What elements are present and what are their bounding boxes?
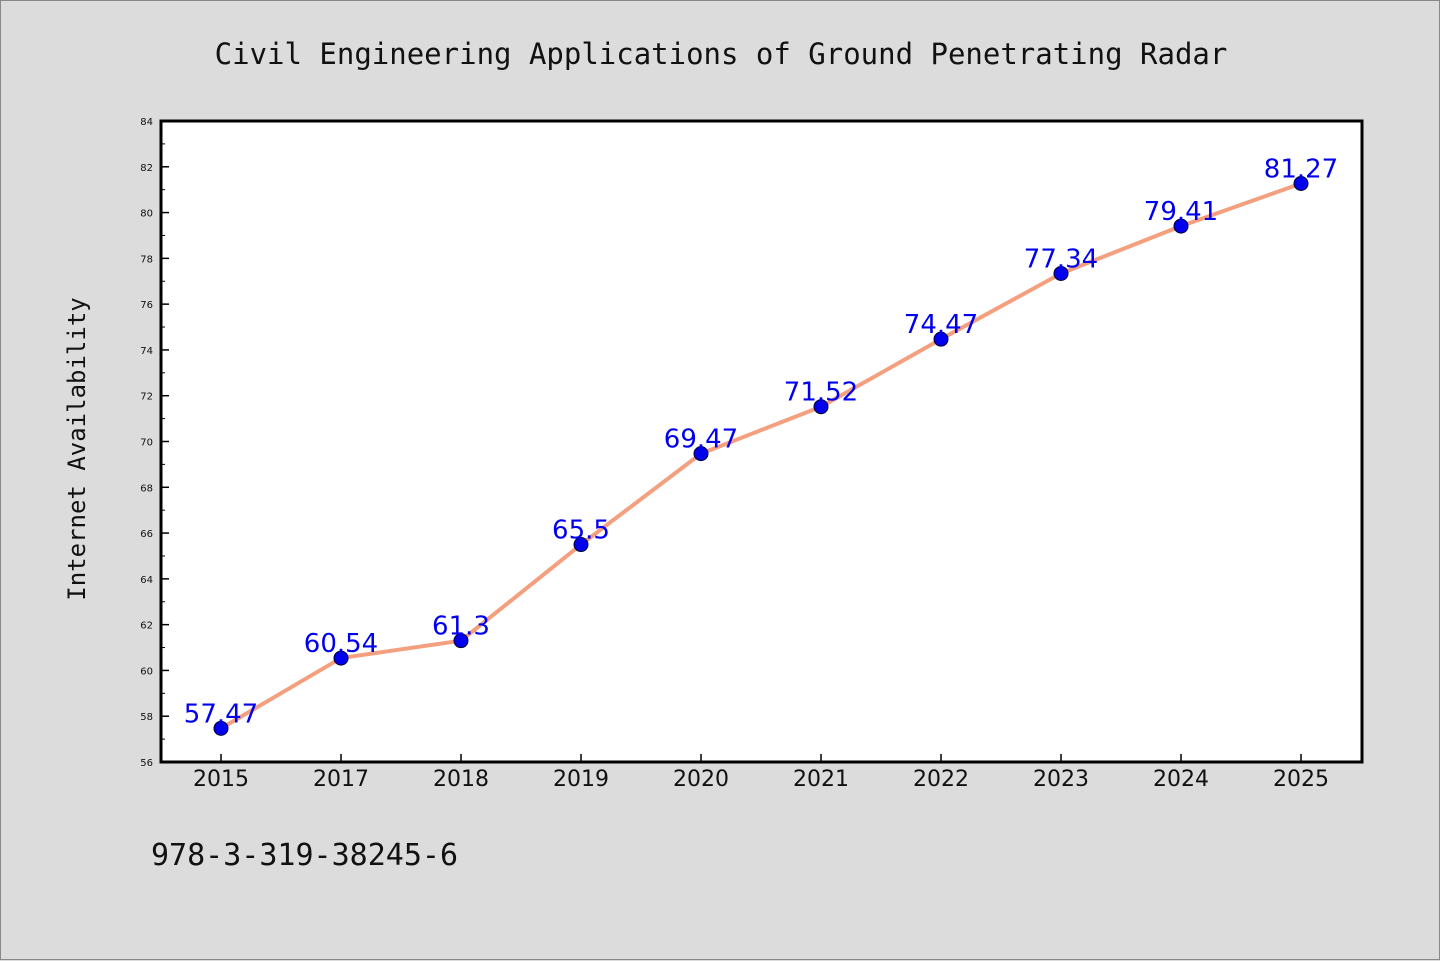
series — [213, 175, 1309, 736]
x-axis: 2015 2017 2018 2019 2020 2021 2022 2023 2024 2025 — [193, 754, 1329, 792]
y-tick-label: 80 — [140, 209, 153, 220]
x-tick-label: 2021 — [793, 767, 849, 792]
x-tick-label: 2024 — [1153, 767, 1209, 792]
data-label: 61.3 — [432, 612, 490, 642]
y-tick-label: 64 — [140, 575, 153, 586]
series-line — [219, 181, 1302, 731]
x-tick-label: 2017 — [313, 767, 369, 792]
data-label: 65.5 — [552, 516, 610, 546]
data-point — [1173, 218, 1189, 234]
y-tick-label: 66 — [140, 529, 153, 540]
data-point — [1293, 175, 1309, 191]
y-tick-label: 68 — [140, 483, 153, 494]
x-tick-label: 2019 — [553, 767, 609, 792]
y-tick-label: 76 — [140, 300, 153, 311]
x-tick-label: 2025 — [1273, 767, 1329, 792]
data-label: 60.54 — [304, 629, 378, 659]
x-tick-label: 2018 — [433, 767, 489, 792]
data-point — [933, 331, 949, 347]
data-point — [813, 399, 829, 415]
data-label: 77.34 — [1024, 244, 1098, 274]
data-point — [333, 650, 349, 666]
data-label: 71.52 — [784, 378, 858, 408]
data-labels: 57.47 60.54 61.3 65.5 69.47 71.52 74.47 77.34 79… — [184, 154, 1338, 729]
y-tick-label: 56 — [140, 758, 153, 769]
data-label: 57.47 — [184, 699, 258, 729]
y-tick-label: 60 — [140, 666, 153, 677]
data-label: 79.41 — [1144, 197, 1218, 227]
x-tick-label: 2023 — [1033, 767, 1089, 792]
chart-title: Civil Engineering Applications of Ground… — [215, 37, 1228, 71]
data-label: 74.47 — [904, 310, 978, 340]
data-point — [693, 446, 709, 462]
data-label: 81.27 — [1264, 154, 1338, 184]
y-axis-label: Internet Availability — [63, 297, 91, 600]
data-label: 69.47 — [664, 425, 738, 455]
y-tick-label: 84 — [140, 117, 153, 128]
data-point — [213, 720, 229, 736]
x-tick-label: 2020 — [673, 767, 729, 792]
y-tick-label: 62 — [140, 621, 153, 632]
y-tick-label: 70 — [140, 438, 153, 449]
y-tick-label: 78 — [140, 254, 153, 265]
y-tick-label: 58 — [140, 712, 153, 723]
y-tick-label: 72 — [140, 392, 153, 403]
isbn-text: 978-3-319-38245-6 — [151, 838, 458, 873]
y-axis: 56 58 60 62 64 66 68 70 72 74 76 78 80 82 84 — [140, 117, 169, 769]
y-tick-label: 74 — [140, 346, 153, 357]
y-tick-label: 82 — [140, 163, 153, 174]
data-point — [453, 633, 469, 649]
x-tick-label: 2022 — [913, 767, 969, 792]
data-point — [573, 537, 589, 553]
x-tick-label: 2015 — [193, 767, 249, 792]
data-point — [1053, 265, 1069, 281]
